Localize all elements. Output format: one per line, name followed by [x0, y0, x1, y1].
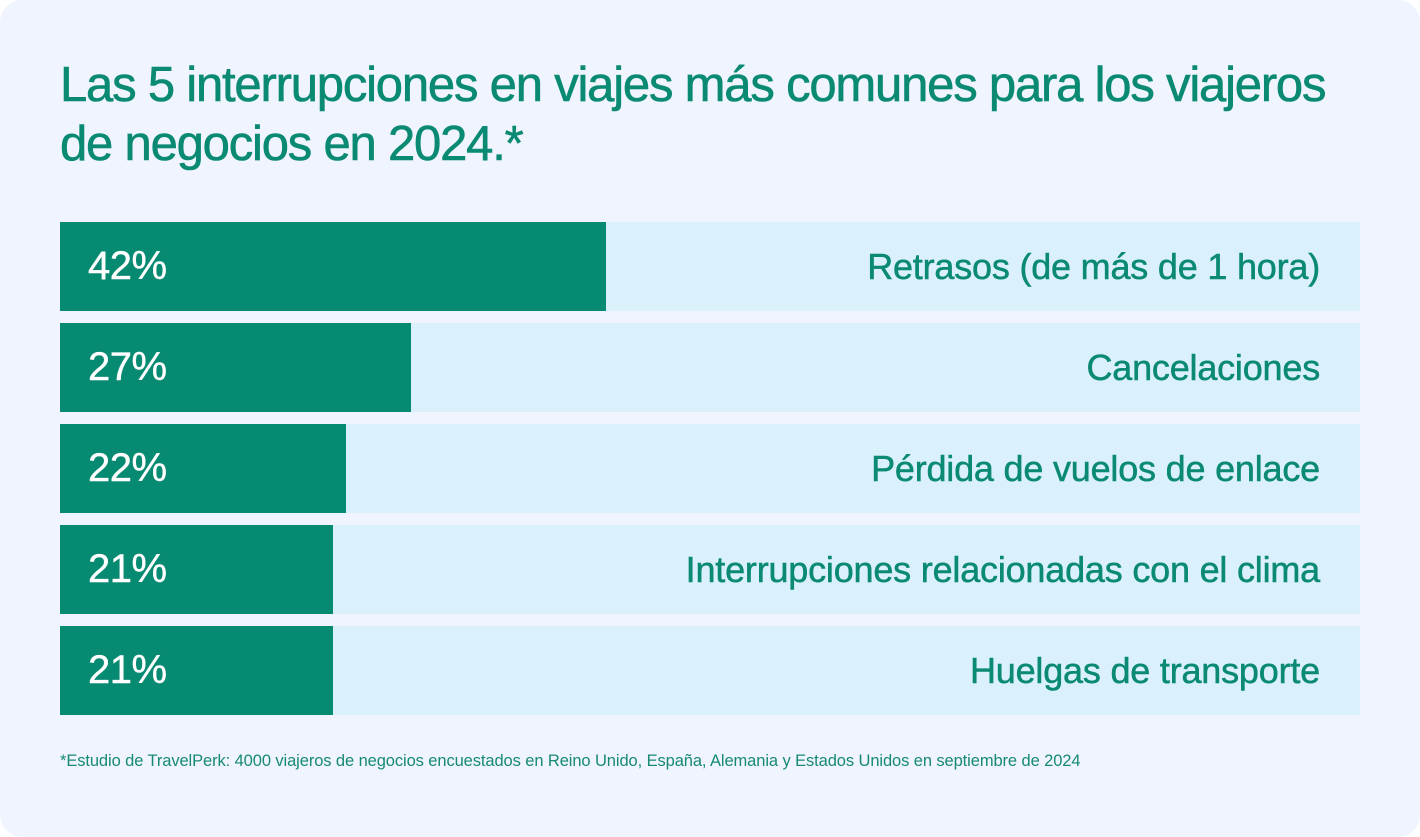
bar-value-label: 22% [88, 446, 167, 490]
bar-category-label: Huelgas de transporte [969, 650, 1321, 692]
bar-category-label: Interrupciones relacionadas con el clima [685, 549, 1320, 591]
bar-category-label: Pérdida de vuelos de enlace [871, 448, 1321, 490]
bar-row: 42% Retrasos (de más de 1 hora) [60, 222, 1360, 311]
bar [60, 323, 411, 412]
bar-list: 42% Retrasos (de más de 1 hora) 27% Cancela… [60, 222, 1360, 727]
bar-value-label: 21% [88, 547, 167, 591]
bar [60, 424, 346, 513]
bar [60, 525, 333, 614]
bar-value-label: 42% [88, 244, 167, 288]
bar-row: 27% Cancelaciones [60, 323, 1360, 412]
footnote: *Estudio de TravelPerk: 4000 viajeros de… [60, 752, 1081, 770]
bar-category-label: Retrasos (de más de 1 hora) [867, 246, 1321, 288]
bar-value-label: 27% [88, 345, 167, 389]
chart-title: Las 5 interrupciones en viajes más comun… [60, 58, 1327, 172]
bar-row: 22% Pérdida de vuelos de enlace [60, 424, 1360, 513]
bar [60, 222, 606, 311]
bar [60, 626, 333, 715]
bar-category-label: Cancelaciones [1086, 347, 1320, 389]
bar-row: 21% Interrupciones relacionadas con el cl… [60, 525, 1360, 614]
bar-row: 21% Huelgas de transporte [60, 626, 1360, 715]
bar-value-label: 21% [88, 648, 167, 692]
